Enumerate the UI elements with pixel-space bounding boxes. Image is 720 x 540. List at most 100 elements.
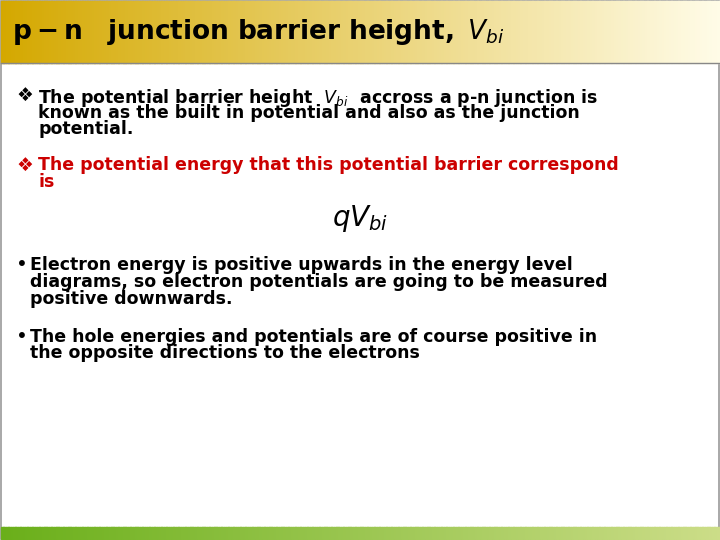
Bar <box>250 527 253 539</box>
Text: is: is <box>38 173 55 191</box>
Bar <box>271 1 274 63</box>
Bar <box>80 1 83 63</box>
Bar <box>451 1 454 63</box>
Bar <box>111 527 114 539</box>
Bar <box>109 527 112 539</box>
Bar <box>571 527 574 539</box>
Bar <box>391 527 394 539</box>
Bar <box>264 527 267 539</box>
Bar <box>60 1 64 63</box>
Bar <box>377 1 379 63</box>
Bar <box>56 1 59 63</box>
Bar <box>92 1 95 63</box>
Bar <box>143 527 145 539</box>
Bar <box>693 1 696 63</box>
Bar <box>559 1 562 63</box>
Bar <box>226 1 229 63</box>
Bar <box>401 527 404 539</box>
Bar <box>705 1 708 63</box>
Bar <box>288 1 291 63</box>
Bar <box>286 527 289 539</box>
Bar <box>71 1 73 63</box>
Text: •: • <box>16 255 28 274</box>
Bar <box>353 527 356 539</box>
Bar <box>13 1 16 63</box>
Bar <box>716 1 719 63</box>
Bar <box>35 527 37 539</box>
Bar <box>174 527 176 539</box>
Bar <box>188 527 191 539</box>
Text: $qV_{bi}$: $qV_{bi}$ <box>332 204 388 234</box>
Bar <box>454 527 456 539</box>
Bar <box>676 1 679 63</box>
Bar <box>15 1 18 63</box>
Bar <box>195 1 198 63</box>
Bar <box>286 1 289 63</box>
Bar <box>243 527 246 539</box>
Bar <box>161 1 164 63</box>
Bar <box>219 1 222 63</box>
Bar <box>712 527 715 539</box>
Bar <box>425 527 428 539</box>
Bar <box>379 1 382 63</box>
Bar <box>688 1 690 63</box>
Text: The potential energy that this potential barrier correspond: The potential energy that this potential… <box>38 157 618 174</box>
Bar <box>233 1 236 63</box>
Bar <box>616 527 619 539</box>
Bar <box>168 527 171 539</box>
Bar <box>482 1 485 63</box>
Bar <box>631 527 634 539</box>
Bar <box>15 527 18 539</box>
Bar <box>626 1 629 63</box>
Bar <box>434 527 437 539</box>
Bar <box>305 1 308 63</box>
Bar <box>621 1 624 63</box>
Bar <box>159 1 162 63</box>
Bar <box>360 1 363 63</box>
Bar <box>355 1 358 63</box>
Bar <box>494 1 497 63</box>
Bar <box>58 527 61 539</box>
Bar <box>302 1 305 63</box>
Bar <box>185 527 188 539</box>
Bar <box>228 527 231 539</box>
Bar <box>140 1 143 63</box>
Bar <box>475 527 478 539</box>
Bar <box>293 1 296 63</box>
Bar <box>573 527 576 539</box>
Bar <box>40 1 42 63</box>
Bar <box>75 527 78 539</box>
Bar <box>102 1 104 63</box>
Bar <box>480 527 482 539</box>
Bar <box>96 527 99 539</box>
Bar <box>145 1 148 63</box>
Bar <box>571 1 574 63</box>
Bar <box>413 527 415 539</box>
Bar <box>439 1 442 63</box>
Bar <box>678 527 681 539</box>
Bar <box>178 527 181 539</box>
Bar <box>389 1 392 63</box>
Bar <box>626 527 629 539</box>
Bar <box>521 1 523 63</box>
Bar <box>104 1 107 63</box>
Bar <box>707 527 710 539</box>
Bar <box>628 527 631 539</box>
Bar <box>118 1 121 63</box>
Bar <box>468 1 471 63</box>
Bar <box>353 1 356 63</box>
Bar <box>690 1 693 63</box>
Bar <box>408 527 410 539</box>
Bar <box>147 1 150 63</box>
Bar <box>281 1 284 63</box>
Bar <box>42 527 45 539</box>
Bar <box>530 527 533 539</box>
Bar <box>47 1 50 63</box>
Bar <box>714 1 717 63</box>
Bar <box>130 1 133 63</box>
Bar <box>255 527 258 539</box>
Bar <box>152 527 155 539</box>
Bar <box>557 1 559 63</box>
Bar <box>295 1 298 63</box>
Bar <box>647 1 650 63</box>
